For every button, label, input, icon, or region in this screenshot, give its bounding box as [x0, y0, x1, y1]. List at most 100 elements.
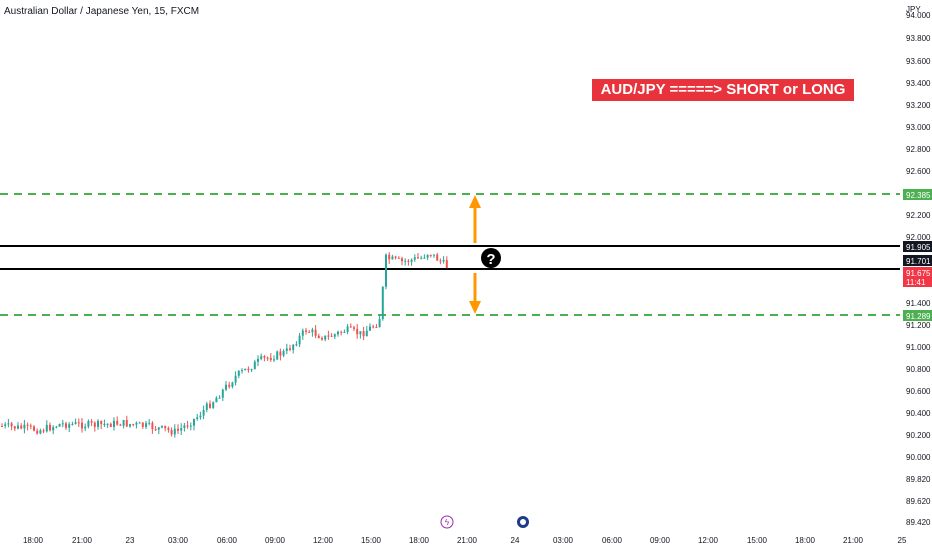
candle-body — [87, 420, 90, 427]
candle-body — [266, 357, 269, 359]
price-tick-label: 90.400 — [906, 409, 931, 418]
candle-body — [260, 356, 263, 359]
candle-body — [292, 344, 295, 350]
candle-body — [189, 425, 192, 427]
tag-zone-top: 91.905 — [903, 241, 932, 252]
candle-body — [401, 258, 403, 262]
price-tick-label: 91.200 — [906, 321, 931, 330]
candle-body — [199, 415, 202, 418]
candle-body — [218, 397, 221, 399]
candle-body — [29, 425, 32, 427]
candle-body — [257, 358, 259, 362]
candle-body — [135, 422, 138, 425]
candle-body — [42, 430, 45, 432]
candle-body — [52, 427, 55, 431]
candle-body — [250, 369, 253, 371]
candle-body — [225, 384, 227, 390]
candle-body — [23, 424, 26, 429]
candle-body — [71, 423, 74, 425]
candle-body — [116, 420, 119, 425]
candle-body — [10, 423, 13, 427]
price-tick-label: 91.400 — [906, 299, 931, 308]
candle-body — [77, 422, 80, 424]
candle-body — [183, 425, 186, 429]
time-tick-label: 21:00 — [843, 536, 864, 545]
candle-body — [388, 254, 391, 260]
candle-body — [301, 330, 304, 336]
candle-body — [17, 425, 19, 429]
candle-body — [93, 422, 96, 427]
candle-body — [445, 260, 448, 268]
candle-body — [202, 409, 205, 416]
candle-body — [423, 257, 426, 259]
candle-body — [125, 420, 128, 427]
question-icon — [481, 248, 501, 268]
candle-body — [20, 425, 23, 429]
tag-zone-bottom: 91.701 — [903, 255, 932, 266]
candle-body — [407, 260, 410, 262]
candle-body — [349, 326, 352, 328]
candle-body — [333, 334, 336, 337]
candle-body — [404, 260, 407, 262]
candle-body — [196, 417, 199, 419]
candle-body — [55, 426, 58, 428]
candle-body — [273, 359, 275, 361]
candle-body — [346, 326, 349, 332]
candle-body — [394, 256, 397, 258]
candle-body — [285, 348, 288, 351]
candle-body — [308, 331, 311, 333]
candle-body — [132, 424, 135, 426]
candle-body — [269, 357, 272, 360]
candle-body — [49, 424, 51, 431]
time-tick-label: 15:00 — [361, 536, 382, 545]
time-tick-label: 09:00 — [265, 536, 286, 545]
candle-body — [317, 335, 320, 339]
candle-body — [74, 422, 77, 424]
candle-body — [237, 370, 240, 376]
time-tick-label: 09:00 — [650, 536, 671, 545]
candle-body — [420, 257, 423, 259]
time-tick-label: 06:00 — [217, 536, 238, 545]
candle-body — [343, 331, 346, 333]
candle-body — [13, 426, 16, 429]
time-tick-label: 21:00 — [72, 536, 93, 545]
price-tick-label: 91.000 — [906, 343, 931, 352]
candle-body — [324, 335, 327, 340]
candle-body — [356, 328, 359, 335]
candle-body — [429, 254, 432, 256]
candle-body — [113, 420, 115, 427]
question-mark: ? — [486, 251, 495, 268]
up-arrow-icon — [469, 195, 481, 243]
time-tick-label: 03:00 — [553, 536, 574, 545]
candle-body — [193, 418, 195, 426]
candle-body — [7, 423, 10, 425]
candle-body — [164, 425, 167, 429]
candle-body — [4, 424, 7, 427]
tag-support-text: 91.289 — [906, 312, 931, 321]
time-tick-label: 18:00 — [795, 536, 816, 545]
candle-body — [129, 424, 131, 427]
tag-resistance-text: 92.385 — [906, 191, 931, 200]
lightning-icon[interactable] — [440, 515, 454, 529]
tag-last-price-text: 91.675 — [906, 269, 931, 278]
tag-last-price: 91.675 11:41 — [903, 267, 932, 287]
price-tick-label: 90.200 — [906, 431, 931, 440]
candle-body — [215, 397, 218, 403]
candle-body — [33, 426, 35, 431]
candle-body — [247, 368, 250, 370]
candle-body — [362, 331, 365, 337]
price-tick-label: 92.800 — [906, 145, 931, 154]
candle-body — [413, 257, 416, 260]
time-tick-label: 24 — [511, 536, 520, 545]
candle-body — [1, 426, 3, 427]
candle-body — [209, 403, 211, 408]
price-tick-label: 93.200 — [906, 101, 931, 110]
candle-body — [100, 420, 103, 425]
candle-body — [221, 389, 224, 398]
candle-body — [263, 356, 266, 358]
time-tick-label: 18:00 — [23, 536, 44, 545]
tag-last-price-time: 11:41 — [906, 278, 926, 287]
candle-body — [417, 257, 419, 259]
candle-body — [36, 430, 39, 434]
